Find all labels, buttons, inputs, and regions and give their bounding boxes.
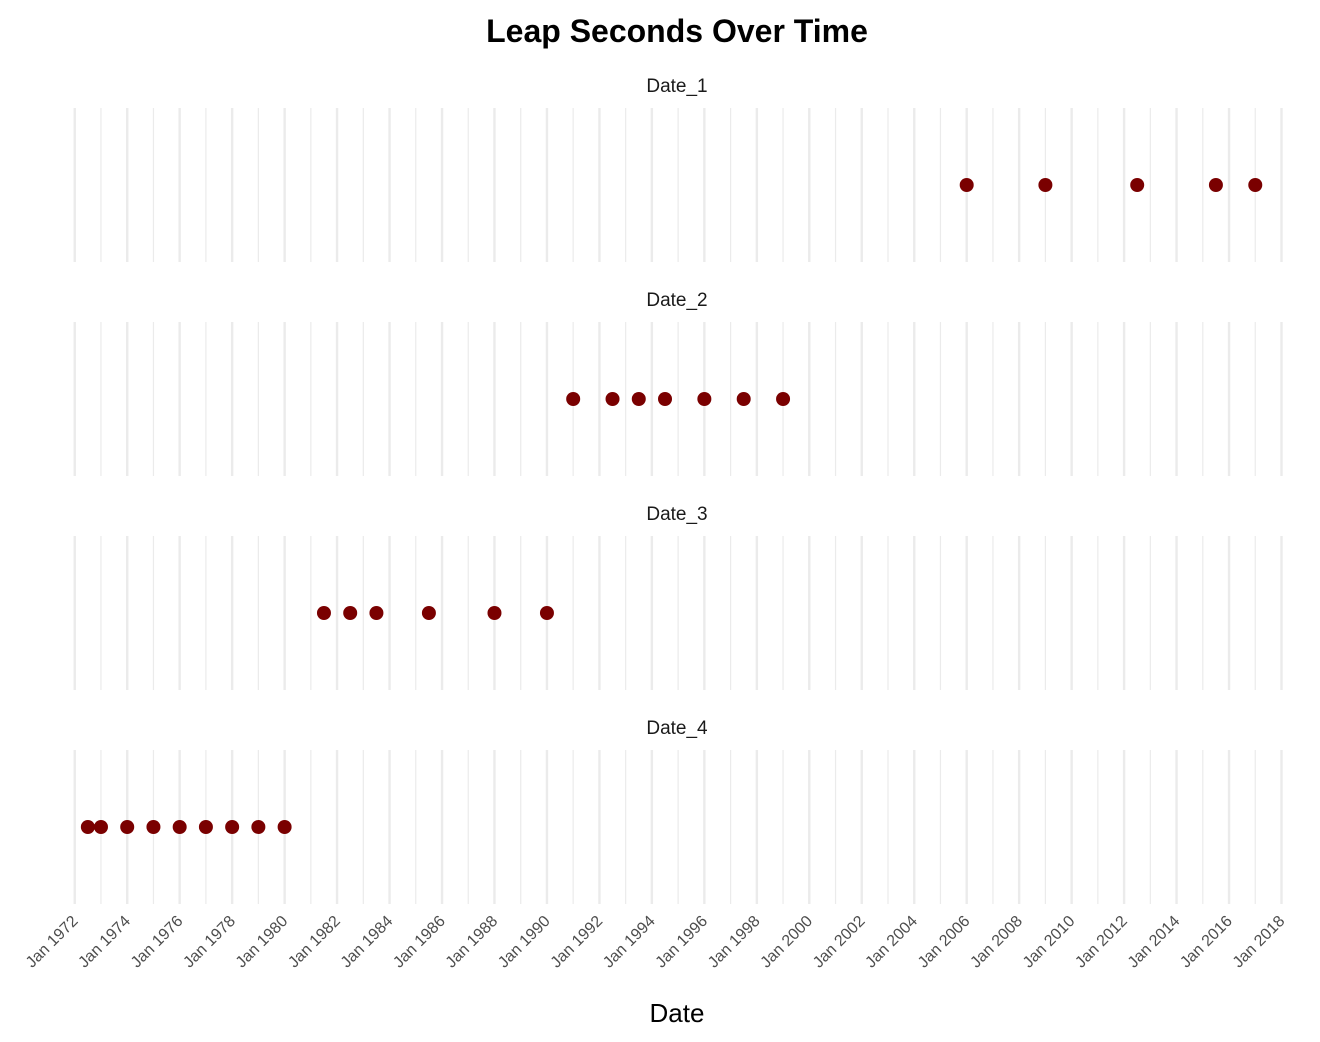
x-tick-label: Jan 2010: [1020, 913, 1079, 972]
data-point: [605, 392, 620, 406]
data-point: [1248, 178, 1263, 192]
facet-strip-label: Date_2: [646, 290, 707, 311]
x-tick-label: Jan 1978: [180, 913, 239, 972]
data-point: [1038, 178, 1053, 192]
x-tick-label: Jan 2016: [1177, 913, 1236, 972]
x-tick-label: Jan 2000: [758, 913, 817, 972]
x-tick-label: Jan 2008: [967, 913, 1026, 972]
x-tick-label: Jan 1994: [600, 913, 659, 972]
facet-panel: Date_2: [73, 290, 1283, 476]
x-tick-label: Jan 1980: [233, 913, 292, 972]
data-point: [369, 606, 384, 620]
data-point: [343, 606, 358, 620]
facet-strip-label: Date_1: [646, 76, 707, 97]
x-tick-label: Jan 2004: [862, 913, 921, 972]
x-tick-label: Jan 1992: [548, 913, 607, 972]
data-point: [251, 820, 266, 834]
x-tick-label: Jan 1996: [653, 913, 712, 972]
data-point: [631, 392, 646, 406]
data-point: [736, 392, 751, 406]
data-point: [225, 820, 240, 834]
data-point: [539, 606, 554, 620]
data-point: [277, 820, 292, 834]
x-tick-label: Jan 1986: [390, 913, 449, 972]
data-point: [146, 820, 161, 834]
data-point: [776, 392, 791, 406]
facet-panel: Date_3: [73, 504, 1283, 690]
x-tick-label: Jan 1972: [23, 913, 82, 972]
data-point: [93, 820, 108, 834]
x-tick-label: Jan 2002: [810, 913, 869, 972]
panels: Date_1 Date_2 Date_3 Date_4: [73, 76, 1283, 904]
data-point: [80, 820, 95, 834]
data-point: [1208, 178, 1223, 192]
data-point: [959, 178, 974, 192]
data-point: [172, 820, 187, 834]
x-tick-label: Jan 1976: [128, 913, 187, 972]
x-tick-label: Jan 1998: [705, 913, 764, 972]
x-tick-label: Jan 2006: [915, 913, 974, 972]
facet-panel: Date_1: [73, 76, 1283, 262]
x-tick-label: Jan 1984: [338, 913, 397, 972]
x-tick-label: Jan 1990: [495, 913, 554, 972]
data-point: [658, 392, 673, 406]
data-point: [421, 606, 436, 620]
data-point: [697, 392, 712, 406]
facet-strip-label: Date_3: [646, 504, 707, 525]
facet-panel: Date_4: [73, 718, 1283, 904]
data-point: [1130, 178, 1145, 192]
chart-title: Leap Seconds Over Time: [486, 13, 868, 49]
data-point: [198, 820, 213, 834]
x-tick-label: Jan 1974: [75, 913, 134, 972]
x-axis-title: Date: [650, 998, 705, 1028]
x-tick-label: Jan 2012: [1072, 913, 1131, 972]
x-tick-label: Jan 1988: [443, 913, 502, 972]
data-point: [316, 606, 331, 620]
facet-strip-label: Date_4: [646, 718, 708, 739]
x-tick-label: Jan 1982: [285, 913, 344, 972]
x-tick-label: Jan 2014: [1125, 913, 1184, 972]
data-point: [566, 392, 581, 406]
data-point: [120, 820, 135, 834]
x-tick-label: Jan 2018: [1230, 913, 1289, 972]
data-point: [487, 606, 502, 620]
